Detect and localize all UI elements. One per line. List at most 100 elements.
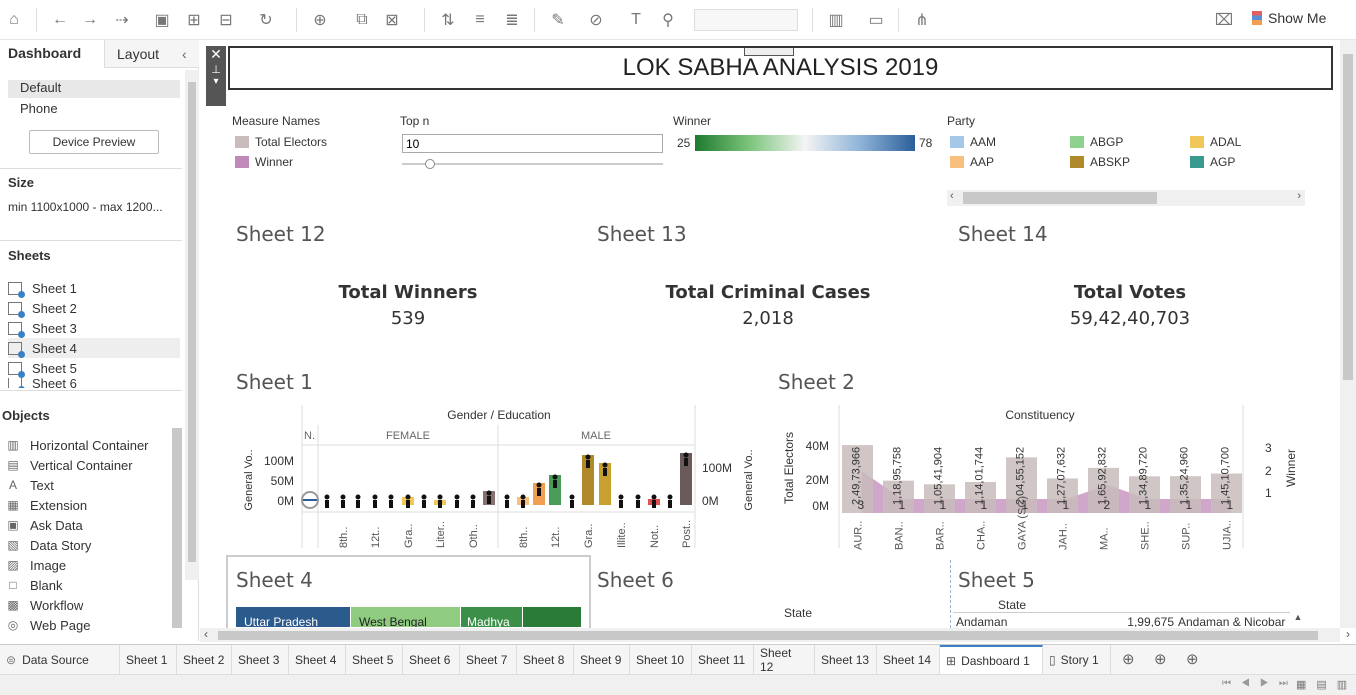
sheet-list-item[interactable]: Sheet 5: [8, 358, 180, 378]
redo-icon[interactable]: →: [82, 11, 98, 28]
topn-slider-handle[interactable]: [425, 159, 435, 169]
sort-desc-icon[interactable]: ≣: [505, 12, 519, 29]
format-painter-icon[interactable]: ⌧: [1214, 12, 1234, 29]
object-item[interactable]: □ Blank: [6, 575, 62, 595]
object-item[interactable]: ▧ Data Story: [7, 537, 92, 553]
sheet5-scroll-up-icon[interactable]: ▲: [1293, 612, 1303, 622]
sheet1-chart[interactable]: Gender / Education N. FEMALE MALE Genera…: [230, 400, 770, 552]
tab-sheet-11[interactable]: Sheet 11: [692, 645, 754, 674]
pin-icon[interactable]: ⊥: [211, 64, 221, 76]
replay-icon[interactable]: ⇢: [115, 12, 129, 29]
treemap-cell[interactable]: Uttar Pradesh: [236, 607, 350, 627]
group-icon[interactable]: ⊘: [589, 12, 603, 29]
legend-total-electors[interactable]: Total Electors: [235, 135, 327, 149]
object-item[interactable]: ▣ Ask Data: [7, 517, 83, 533]
sheet1-header: Gender / Education: [447, 408, 550, 422]
device-default[interactable]: Default: [8, 80, 180, 98]
tab-sheet-6[interactable]: Sheet 6: [403, 645, 460, 674]
object-item[interactable]: ▥ Horizontal Container: [7, 437, 149, 453]
treemap-cell[interactable]: [523, 607, 581, 627]
sheet4-container[interactable]: [226, 555, 591, 630]
tab-sheet-7[interactable]: Sheet 7: [460, 645, 517, 674]
objects-scrollbar[interactable]: [172, 428, 182, 628]
show-me-button[interactable]: Show Me: [1252, 10, 1326, 26]
new-worksheet-icon[interactable]: ⊕: [1122, 651, 1135, 668]
nav-arrows-icon[interactable]: ⏮◀▶⏭: [1222, 678, 1298, 689]
fit-dropdown[interactable]: [694, 9, 798, 31]
new-dashboard-icon[interactable]: ⊕: [1154, 651, 1167, 668]
presentation-icon[interactable]: ▭: [868, 12, 884, 29]
home-icon[interactable]: ⌂: [9, 11, 19, 28]
treemap-cell[interactable]: West Bengal: [351, 607, 460, 627]
sheet-list-item[interactable]: Sheet 6: [8, 378, 180, 388]
canvas-vscrollbar[interactable]: [1340, 40, 1356, 628]
collapse-icon[interactable]: ‹: [182, 46, 187, 62]
sheet2-chart[interactable]: Constituency Total Electors 40M 20M 0M 3…: [775, 400, 1310, 552]
tab-sheet-2[interactable]: Sheet 2: [177, 645, 232, 674]
size-dropdown[interactable]: min 1100x1000 - max 1200...: [8, 200, 163, 214]
object-item[interactable]: A Text: [6, 475, 54, 495]
sheet-list-item[interactable]: Sheet 4: [8, 338, 180, 358]
legend-winner[interactable]: Winner: [235, 155, 293, 169]
tab-sheet-4[interactable]: Sheet 4: [289, 645, 346, 674]
left-scrollbar[interactable]: [185, 70, 199, 580]
device-phone[interactable]: Phone: [20, 101, 58, 116]
sheet2-bar: [1006, 457, 1037, 513]
view-mode-icons[interactable]: ▦▤▥: [1296, 679, 1356, 691]
party-legend-item[interactable]: ABGP: [1070, 135, 1123, 149]
object-item[interactable]: ▩ Workflow: [7, 597, 84, 613]
party-scrollbar[interactable]: ‹ ›: [947, 190, 1305, 206]
canvas-hscrollbar[interactable]: ‹ ›: [200, 627, 1350, 642]
new-datasource-icon[interactable]: ⊞: [187, 12, 201, 29]
save-icon[interactable]: ▣: [154, 12, 170, 29]
pause-icon[interactable]: ⊟: [219, 12, 233, 29]
highlight-icon[interactable]: ✎: [551, 12, 565, 29]
party-legend-item[interactable]: ADAL: [1190, 135, 1241, 149]
tab-dashboard[interactable]: Dashboard: [0, 40, 104, 68]
tab-sheet-14[interactable]: Sheet 14: [877, 645, 940, 674]
cards-icon[interactable]: ▥: [828, 12, 844, 29]
sheet-list-item[interactable]: Sheet 3: [8, 318, 180, 338]
database-icon: ⊜: [6, 652, 17, 667]
object-item[interactable]: ▦ Extension: [7, 497, 88, 513]
treemap-cell[interactable]: Madhya: [461, 607, 522, 627]
sheet-list-item[interactable]: Sheet 1: [8, 278, 180, 298]
tab-layout[interactable]: Layout: [104, 40, 199, 68]
tab-sheet-8[interactable]: Sheet 8: [517, 645, 574, 674]
refresh-icon[interactable]: ↻: [259, 12, 273, 29]
object-item[interactable]: ▨ Image: [7, 557, 67, 573]
tab-sheet-1[interactable]: Sheet 1: [120, 645, 177, 674]
share-icon[interactable]: ⋔: [915, 12, 929, 29]
new-story-icon[interactable]: ⊕: [1186, 651, 1199, 668]
topn-slider[interactable]: [402, 163, 663, 165]
swap-icon[interactable]: ⇅: [441, 12, 455, 29]
clear-sheet-icon[interactable]: ⊠: [385, 12, 399, 29]
tab-data-source[interactable]: ⊜ Data Source: [0, 645, 120, 674]
object-item[interactable]: ◎ Web Page: [7, 617, 91, 633]
pin-icon[interactable]: ⚲: [662, 12, 674, 29]
undo-icon[interactable]: ←: [52, 11, 68, 28]
party-legend-item[interactable]: AGP: [1190, 155, 1235, 169]
tab-sheet-13[interactable]: Sheet 13: [815, 645, 877, 674]
tab-dashboard-1[interactable]: ⊞ Dashboard 1: [940, 645, 1043, 674]
tab-sheet-12[interactable]: Sheet 12: [754, 645, 815, 674]
tab-sheet-5[interactable]: Sheet 5: [346, 645, 403, 674]
tab-story-1[interactable]: ▯ Story 1: [1043, 645, 1111, 674]
sheet-list-item[interactable]: Sheet 2: [8, 298, 180, 318]
object-item[interactable]: ▤ Vertical Container: [7, 457, 133, 473]
party-legend-item[interactable]: ABSKP: [1070, 155, 1130, 169]
device-preview-button[interactable]: Device Preview: [29, 130, 159, 154]
tab-sheet-10[interactable]: Sheet 10: [630, 645, 692, 674]
tab-sheet-9[interactable]: Sheet 9: [574, 645, 630, 674]
more-icon[interactable]: ▾: [213, 76, 219, 87]
sort-asc-icon[interactable]: ≡: [475, 11, 485, 28]
tab-sheet-3[interactable]: Sheet 3: [232, 645, 289, 674]
duplicate-icon[interactable]: ⧉: [356, 11, 368, 28]
close-icon[interactable]: ✕: [210, 46, 222, 62]
party-legend-item[interactable]: AAP: [950, 155, 994, 169]
party-legend-item[interactable]: AAM: [950, 135, 996, 149]
new-sheet-icon[interactable]: ⊕: [313, 12, 327, 29]
sheet1-person-head: [536, 482, 542, 488]
topn-input[interactable]: [402, 134, 663, 153]
label-icon[interactable]: T: [631, 11, 641, 28]
